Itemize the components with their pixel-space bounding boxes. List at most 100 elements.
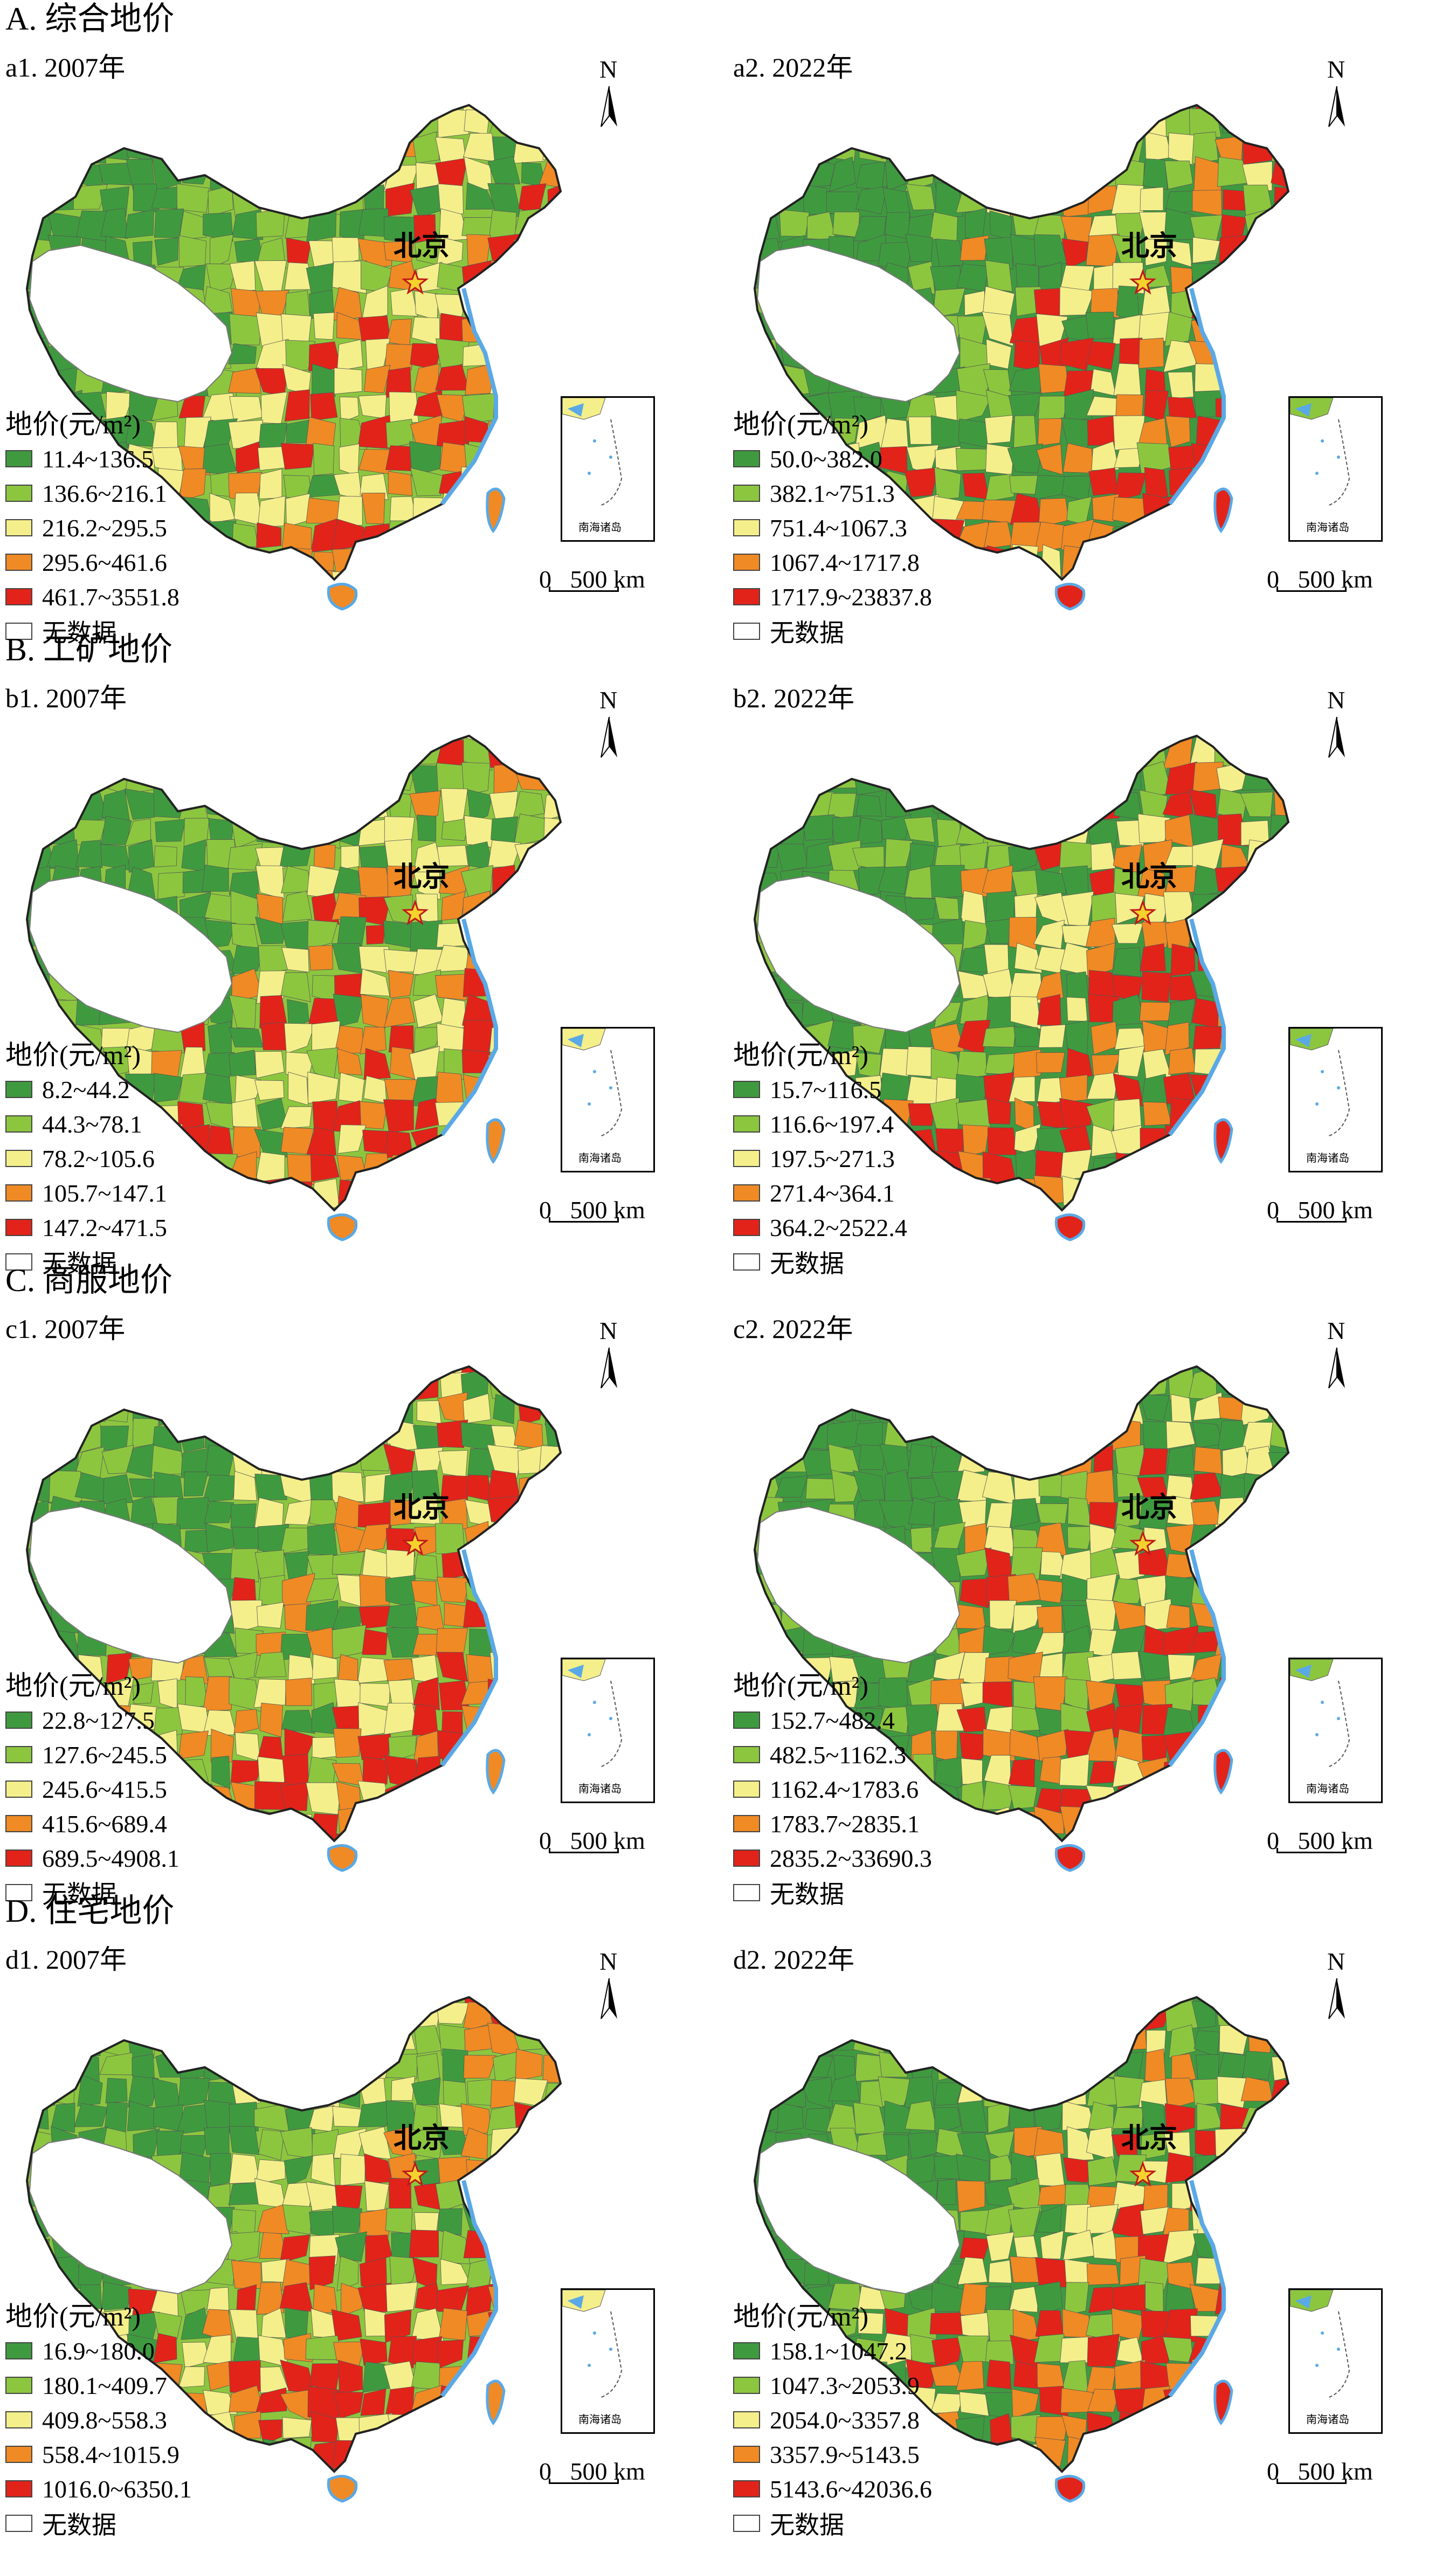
scale-bar-line <box>549 586 619 592</box>
prefecture-polygon <box>1039 2081 1067 2103</box>
prefecture-polygon <box>755 2028 784 2054</box>
prefecture-polygon <box>383 736 414 743</box>
prefecture-polygon <box>1139 1002 1172 1022</box>
legend-range: 11.4~136.5 <box>42 445 154 473</box>
prefecture-polygon <box>255 2491 287 2515</box>
south-china-sea-inset: 南海诸岛 <box>561 1027 655 1172</box>
prefecture-polygon <box>1112 1178 1140 1210</box>
prefecture-polygon <box>1271 2490 1300 2515</box>
prefecture-polygon <box>1193 571 1223 579</box>
prefecture-polygon <box>544 2496 569 2515</box>
prefecture-polygon <box>1090 1367 1119 1375</box>
prefecture-polygon <box>879 107 910 141</box>
prefecture-polygon <box>1088 467 1118 496</box>
prefecture-polygon <box>387 1999 415 2029</box>
prefecture-polygon <box>515 1705 545 1736</box>
prefecture-polygon <box>202 736 233 741</box>
prefecture-polygon <box>279 1783 309 1811</box>
prefecture-polygon <box>728 2126 755 2158</box>
prefecture-polygon <box>492 2203 521 2235</box>
legend-swatch <box>733 1884 760 1901</box>
legend-swatch <box>5 1850 32 1867</box>
prefecture-polygon <box>1242 2281 1273 2315</box>
prefecture-polygon <box>28 2049 54 2083</box>
prefecture-polygon <box>1294 286 1310 315</box>
prefecture-polygon <box>410 765 443 797</box>
prefecture-polygon <box>1037 820 1065 843</box>
prefecture-polygon <box>229 1050 256 1076</box>
prefecture-polygon <box>961 106 990 138</box>
prefecture-polygon <box>417 815 437 842</box>
prefecture-polygon <box>934 107 958 139</box>
prefecture-polygon <box>284 1499 315 1526</box>
prefecture-polygon <box>567 1369 582 1399</box>
prefecture-polygon <box>516 1858 546 1884</box>
prefecture-polygon <box>1110 736 1143 744</box>
prefecture-polygon <box>361 285 388 321</box>
prefecture-polygon <box>280 1370 315 1395</box>
prefecture-polygon <box>0 210 25 240</box>
prefecture-polygon <box>1163 1367 1195 1371</box>
prefecture-polygon <box>411 1654 439 1684</box>
prefecture-polygon <box>233 1471 257 1501</box>
prefecture-polygon <box>29 1997 53 2031</box>
prefecture-polygon <box>878 866 909 895</box>
prefecture-polygon <box>465 736 495 743</box>
prefecture-polygon <box>828 1367 861 1402</box>
prefecture-polygon <box>1140 2206 1170 2235</box>
prefecture-polygon <box>383 1809 418 1834</box>
prefecture-polygon <box>1190 1232 1220 1253</box>
prefecture-polygon <box>1192 237 1220 264</box>
prefecture-polygon <box>1138 1448 1168 1475</box>
prefecture-polygon <box>153 1997 181 2003</box>
prefecture-polygon <box>930 2000 961 2028</box>
prefecture-polygon <box>544 1997 561 2003</box>
prefecture-polygon <box>1214 1806 1250 1841</box>
prefecture-polygon <box>488 2178 521 2214</box>
prefecture-polygon <box>337 158 366 192</box>
prefecture-polygon <box>880 105 913 113</box>
prefecture-polygon <box>1218 891 1248 920</box>
prefecture-polygon <box>360 2493 389 2515</box>
prefecture-polygon <box>1165 416 1191 448</box>
prefecture-polygon <box>284 389 310 422</box>
prefecture-polygon <box>233 1709 259 1735</box>
prefecture-polygon <box>982 1395 1017 1427</box>
prefecture-polygon <box>229 2126 260 2155</box>
prefecture-polygon <box>933 790 961 815</box>
prefecture-polygon <box>542 132 561 160</box>
prefecture-polygon <box>935 238 964 267</box>
prefecture-polygon <box>0 1345 26 1375</box>
prefecture-polygon <box>853 396 881 424</box>
prefecture-polygon <box>1037 2051 1069 2080</box>
prefecture-polygon <box>1195 1833 1218 1841</box>
prefecture-polygon <box>1272 2233 1288 2265</box>
prefecture-polygon <box>47 788 80 823</box>
prefecture-polygon <box>755 1367 758 1376</box>
prefecture-polygon <box>364 1202 392 1210</box>
prefecture-polygon <box>257 1602 284 1629</box>
prefecture-polygon <box>1295 601 1310 623</box>
prefecture-polygon <box>176 1497 209 1529</box>
prefecture-polygon <box>234 2411 261 2439</box>
prefecture-polygon <box>728 866 752 891</box>
hainan-island <box>327 1213 358 1241</box>
prefecture-polygon <box>518 1524 541 1556</box>
prefecture-polygon <box>858 1444 886 1471</box>
legend-range: 1717.9~23837.8 <box>770 583 932 611</box>
prefecture-polygon <box>383 2466 418 2472</box>
prefecture-polygon <box>567 288 582 320</box>
prefecture-polygon <box>1085 1598 1117 1633</box>
legend: 地价(元/m²) 16.9~180.0 180.1~409.7 409.8~558.3… <box>5 2299 192 2541</box>
prefecture-polygon <box>461 762 491 796</box>
prefecture-polygon <box>1242 1862 1275 1884</box>
prefecture-polygon <box>833 106 860 139</box>
legend-range: 751.4~1067.3 <box>770 514 907 542</box>
legend-title: 地价(元/m²) <box>5 1040 141 1070</box>
prefecture-polygon <box>258 2419 282 2445</box>
prefecture-polygon <box>1014 942 1043 974</box>
prefecture-polygon <box>1033 2000 1064 2030</box>
prefecture-polygon <box>332 2205 362 2233</box>
prefecture-polygon <box>540 1552 561 1580</box>
prefecture-polygon <box>232 209 264 240</box>
